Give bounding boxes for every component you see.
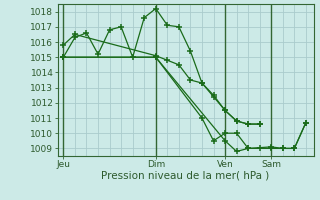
X-axis label: Pression niveau de la mer( hPa ): Pression niveau de la mer( hPa ) bbox=[101, 171, 270, 181]
